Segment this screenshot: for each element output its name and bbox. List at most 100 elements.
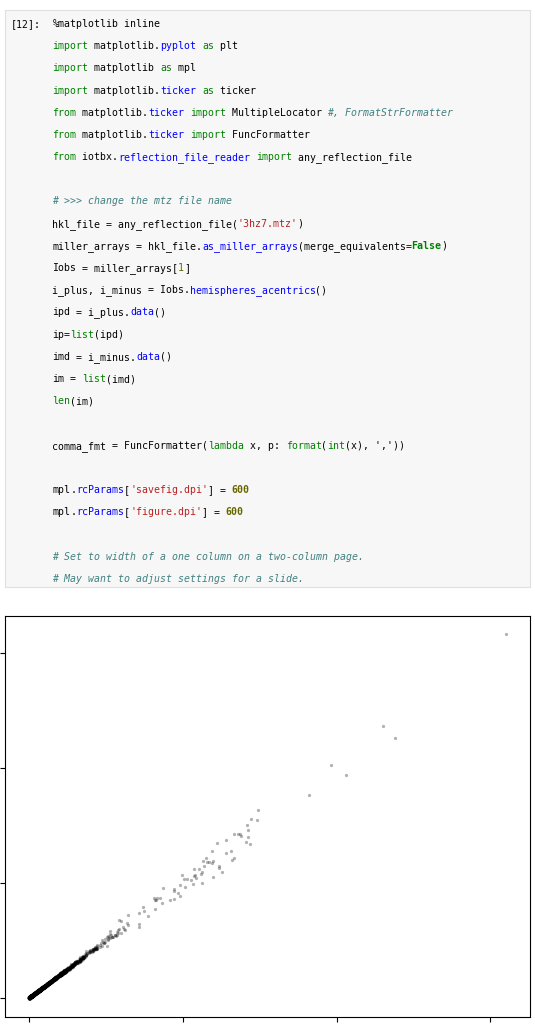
Point (33, 984, 42, 1000)
Point (39, 980, 47, 996)
Point (35, 982, 44, 998)
Point (27, 988, 35, 1004)
Point (64, 960, 73, 977)
Point (31, 985, 40, 1001)
Point (33, 983, 42, 999)
Point (30, 985, 39, 1001)
Point (39, 980, 47, 996)
Point (25, 989, 34, 1005)
Point (112, 927, 120, 944)
Point (65, 960, 74, 977)
Point (29, 987, 37, 1003)
Point (81, 948, 90, 964)
Point (46, 974, 55, 990)
Point (45, 974, 54, 990)
Point (37, 981, 46, 997)
Point (25, 989, 34, 1005)
Text: ): ) (184, 796, 190, 806)
Point (36, 982, 44, 998)
Point (28, 988, 36, 1004)
Point (26, 989, 34, 1005)
Point (107, 927, 116, 944)
Point (117, 924, 126, 941)
Point (72, 955, 80, 972)
Point (78, 950, 87, 966)
Point (75, 953, 84, 969)
Point (26, 988, 35, 1004)
Point (35, 982, 43, 998)
Point (50, 971, 59, 987)
Text: = FuncFormatter(: = FuncFormatter( (106, 441, 208, 451)
Point (37, 980, 46, 996)
Point (75, 951, 83, 967)
Point (28, 987, 36, 1003)
Point (30, 985, 39, 1001)
Point (35, 983, 43, 999)
Point (37, 980, 46, 996)
Point (81, 946, 89, 962)
Point (35, 983, 43, 999)
Point (30, 985, 39, 1001)
Point (71, 953, 80, 969)
Point (43, 977, 51, 993)
Point (48, 973, 57, 989)
Point (28, 987, 37, 1003)
Point (59, 964, 68, 981)
Point (92, 941, 101, 957)
Text: set_major_formatter: set_major_formatter (142, 752, 256, 762)
Point (28, 987, 36, 1003)
Point (47, 974, 56, 990)
Point (26, 989, 34, 1005)
Point (35, 982, 44, 998)
Point (30, 986, 39, 1002)
Point (39, 980, 48, 996)
Point (35, 982, 43, 998)
Point (28, 987, 37, 1003)
Point (70, 954, 79, 971)
Point (27, 989, 35, 1005)
Point (37, 981, 45, 997)
Point (43, 977, 52, 993)
Point (36, 982, 44, 998)
Point (36, 982, 45, 998)
Point (86, 944, 95, 960)
Point (31, 985, 40, 1001)
Point (52, 969, 60, 986)
Point (32, 985, 40, 1001)
Point (34, 982, 43, 998)
Point (26, 988, 35, 1004)
Point (54, 969, 62, 986)
Point (33, 984, 42, 1000)
Point (65, 959, 74, 976)
Point (62, 962, 70, 979)
Point (35, 983, 43, 999)
Point (79, 950, 87, 966)
Point (35, 983, 44, 999)
Point (75, 952, 84, 968)
Point (33, 983, 41, 999)
Point (37, 981, 45, 997)
Point (76, 952, 85, 968)
Point (25, 989, 34, 1005)
Point (30, 986, 39, 1002)
Point (27, 987, 36, 1003)
Point (28, 987, 36, 1003)
Point (34, 983, 42, 999)
Point (43, 977, 51, 993)
Point (68, 958, 77, 975)
Point (68, 958, 77, 975)
Point (82, 947, 90, 963)
Point (37, 981, 45, 997)
Point (25, 989, 34, 1005)
Point (44, 976, 52, 992)
Text: )): )) (345, 707, 357, 717)
Point (27, 989, 35, 1005)
Point (121, 922, 129, 939)
Point (26, 989, 34, 1005)
Point (41, 977, 50, 993)
Point (36, 983, 44, 999)
Text: scatter: scatter (71, 618, 112, 629)
Point (26, 988, 35, 1004)
Point (25, 989, 34, 1005)
Point (60, 963, 69, 980)
